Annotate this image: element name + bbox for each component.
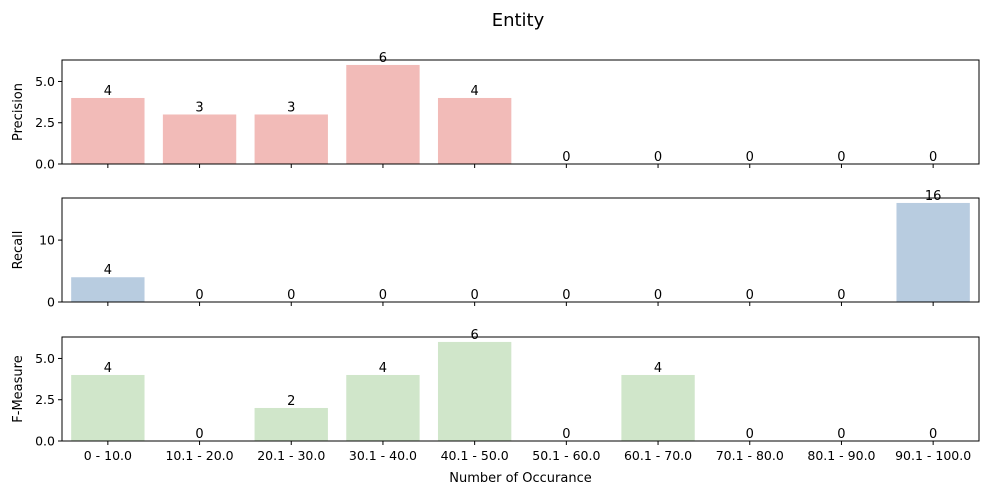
y-tick-label: 0.0: [35, 157, 55, 172]
y-tick-label: 5.0: [35, 351, 55, 366]
y-tick-label: 0: [47, 295, 55, 310]
bar: [162, 114, 237, 164]
bar-value-label: 0: [837, 427, 845, 442]
bar-value-label: 6: [379, 51, 387, 66]
bar: [254, 114, 328, 164]
y-tick-label: 5.0: [35, 74, 55, 89]
bar-value-label: 4: [654, 361, 662, 376]
bar-value-label: 0: [195, 427, 203, 442]
bar: [437, 341, 512, 441]
axes-frame: [61, 336, 980, 442]
x-tick-label: 60.1 - 70.0: [624, 448, 692, 463]
chart-title: Entity: [492, 10, 545, 31]
bar-value-label: 4: [104, 84, 112, 99]
x-tick-label: 80.1 - 90.0: [807, 448, 875, 463]
bar-value-label: 16: [925, 189, 942, 204]
bar-value-label: 3: [287, 100, 295, 115]
y-tick-label: 2.5: [35, 392, 55, 407]
bar-value-label: 4: [379, 361, 387, 376]
bar-value-label: 0: [379, 288, 387, 303]
bar: [437, 97, 512, 164]
bar: [71, 374, 145, 441]
bar: [254, 407, 328, 441]
bar-value-label: 0: [746, 150, 754, 165]
y-tick-label: 0.0: [35, 434, 55, 449]
bar-value-label: 0: [746, 427, 754, 442]
x-tick-label: 90.1 - 100.0: [895, 448, 971, 463]
bar-value-label: 4: [104, 361, 112, 376]
bar-value-label: 0: [562, 288, 570, 303]
x-tick-label: 40.1 - 50.0: [441, 448, 509, 463]
bar-value-label: 0: [654, 288, 662, 303]
x-tick-label: 10.1 - 20.0: [165, 448, 233, 463]
y-axis-label: Precision: [11, 83, 26, 141]
x-tick-label: 70.1 - 80.0: [716, 448, 784, 463]
bar-value-label: 0: [562, 427, 570, 442]
axes-frame: [61, 197, 980, 303]
bar-value-label: 6: [471, 328, 479, 343]
y-tick-label: 2.5: [35, 115, 55, 130]
bar-value-label: 3: [195, 100, 203, 115]
x-tick-label: 20.1 - 30.0: [257, 448, 325, 463]
bar: [346, 64, 420, 164]
y-tick-label: 10: [39, 233, 55, 248]
bar: [71, 277, 145, 302]
bar-value-label: 4: [104, 263, 112, 278]
bar: [71, 97, 145, 164]
x-tick-label: 30.1 - 40.0: [349, 448, 417, 463]
bar: [346, 374, 420, 441]
bar-value-label: 0: [746, 288, 754, 303]
bar: [896, 202, 970, 302]
x-axis-label: Number of Occurance: [449, 471, 591, 486]
bar-value-label: 0: [837, 150, 845, 165]
bar-value-label: 0: [837, 288, 845, 303]
axes-frame: [61, 59, 980, 165]
bar: [621, 374, 695, 441]
bar-value-label: 0: [471, 288, 479, 303]
bar-value-label: 0: [562, 150, 570, 165]
bar-value-label: 0: [195, 288, 203, 303]
x-tick-label: 50.1 - 60.0: [532, 448, 600, 463]
bar-value-label: 0: [654, 150, 662, 165]
bar-value-label: 0: [287, 288, 295, 303]
bar-value-label: 4: [471, 84, 479, 99]
bar-value-label: 0: [929, 427, 937, 442]
bar-value-label: 2: [287, 394, 295, 409]
y-axis-label: Recall: [11, 231, 26, 270]
x-tick-label: 0 - 10.0: [84, 448, 132, 463]
y-axis-label: F-Measure: [11, 355, 26, 422]
bar-value-label: 0: [929, 150, 937, 165]
